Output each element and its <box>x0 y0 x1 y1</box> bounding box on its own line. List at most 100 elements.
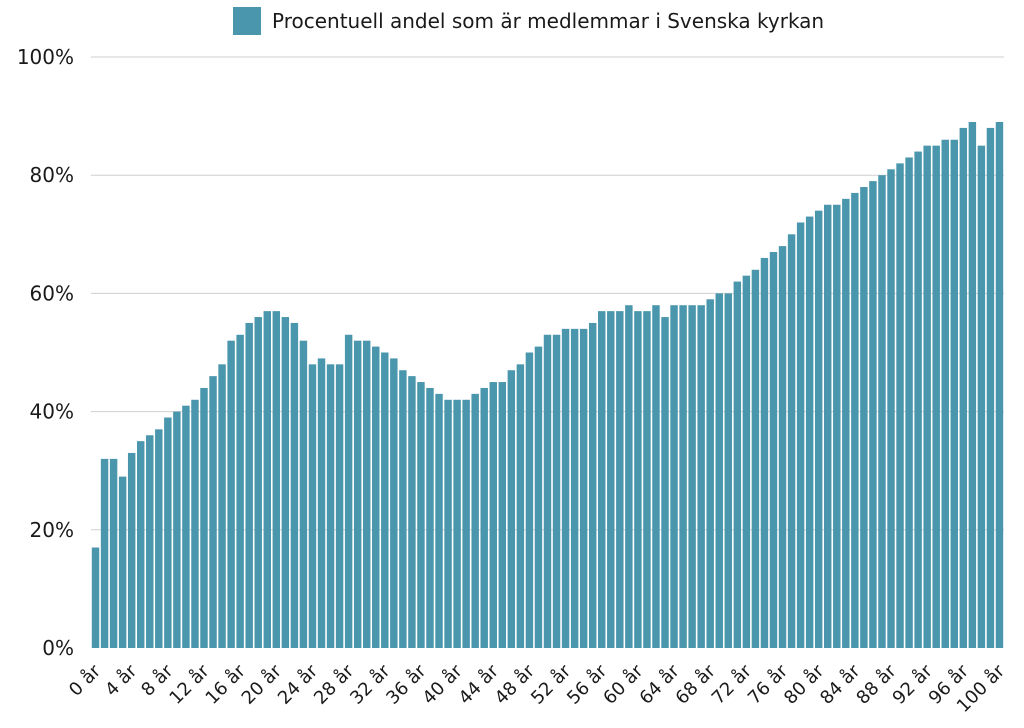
bar <box>878 175 886 648</box>
bar <box>670 305 678 648</box>
bar <box>308 364 317 648</box>
y-axis-ticks: 0% 20% 40% 60% 80% 100% <box>17 45 74 660</box>
bar <box>941 139 949 649</box>
bar <box>164 417 172 648</box>
bar <box>462 399 470 648</box>
bar <box>824 204 832 648</box>
bar <box>353 340 362 648</box>
bar <box>399 370 407 648</box>
bar <box>408 376 416 648</box>
y-tick-label: 40% <box>30 400 74 424</box>
bar <box>227 340 235 648</box>
bar <box>661 317 669 648</box>
x-tick-label: 52 år <box>527 660 576 709</box>
bar <box>471 393 479 648</box>
bar <box>372 346 380 648</box>
bar <box>534 346 543 648</box>
bar <box>607 311 615 648</box>
bar <box>625 305 633 648</box>
bar <box>579 328 588 648</box>
bar <box>932 145 940 648</box>
bar <box>381 352 389 648</box>
y-tick-label: 0% <box>42 636 74 660</box>
legend: Procentuell andel som är medlemmar i Sve… <box>233 7 824 35</box>
bar <box>905 157 913 648</box>
bar <box>453 399 461 648</box>
bar <box>489 382 497 648</box>
bar <box>173 411 181 648</box>
bar <box>390 358 398 648</box>
bar <box>146 435 154 648</box>
bar <box>561 328 570 648</box>
y-tick-label: 100% <box>17 45 74 69</box>
bar <box>200 387 208 648</box>
bar <box>525 352 534 648</box>
x-tick-label: 88 år <box>852 660 901 709</box>
bar <box>869 181 877 649</box>
bar <box>742 275 751 648</box>
y-tick-label: 80% <box>30 163 74 187</box>
bar <box>652 305 660 648</box>
bar <box>118 476 127 648</box>
y-tick-label: 20% <box>30 518 74 542</box>
bar <box>959 127 968 649</box>
bar <box>995 122 1004 648</box>
bar <box>236 334 244 648</box>
bar <box>977 145 986 648</box>
bar <box>127 452 136 648</box>
bar <box>344 334 353 648</box>
x-tick-label: 84 år <box>816 660 865 709</box>
bar <box>688 305 696 648</box>
bar <box>155 429 163 648</box>
bar <box>281 317 290 648</box>
bar <box>326 364 335 648</box>
bar <box>254 317 262 648</box>
bar <box>290 322 299 648</box>
bar <box>109 458 118 648</box>
bar <box>91 547 100 648</box>
bar <box>751 269 760 648</box>
bar <box>914 151 922 648</box>
x-tick-label: 76 år <box>744 660 793 709</box>
bar <box>896 163 904 648</box>
legend-label: Procentuell andel som är medlemmar i Sve… <box>272 9 824 33</box>
bar <box>137 441 145 648</box>
bar <box>362 340 371 648</box>
bar <box>860 187 868 648</box>
bar <box>435 393 443 648</box>
bar <box>598 311 606 648</box>
bar <box>570 328 579 648</box>
x-tick-label: 32 år <box>346 660 395 709</box>
bar <box>263 311 271 648</box>
bar <box>842 198 850 648</box>
bar <box>516 364 525 648</box>
bar <box>616 311 624 648</box>
bar <box>507 370 516 648</box>
x-tick-label: 20 år <box>238 660 287 709</box>
bar <box>272 311 281 648</box>
y-tick-label: 60% <box>30 281 74 305</box>
bar <box>715 293 723 648</box>
bar <box>923 145 931 648</box>
x-tick-label: 72 år <box>708 660 757 709</box>
bar <box>209 376 217 648</box>
x-tick-label: 44 år <box>455 660 504 709</box>
legend-swatch <box>233 7 261 35</box>
bar <box>335 364 344 648</box>
bar <box>986 127 995 649</box>
x-tick-label: 12 år <box>165 660 214 709</box>
x-tick-label: 24 år <box>274 660 323 709</box>
bar <box>769 252 778 648</box>
bar <box>706 299 714 648</box>
bar <box>796 222 805 649</box>
bar <box>299 340 308 648</box>
bar <box>480 387 488 648</box>
x-tick-label: 48 år <box>491 660 540 709</box>
x-tick-label: 4 år <box>101 660 141 700</box>
bar <box>787 234 796 649</box>
bar <box>814 210 823 648</box>
x-tick-label: 16 år <box>202 660 251 709</box>
bar <box>245 322 253 648</box>
bar <box>444 399 452 648</box>
